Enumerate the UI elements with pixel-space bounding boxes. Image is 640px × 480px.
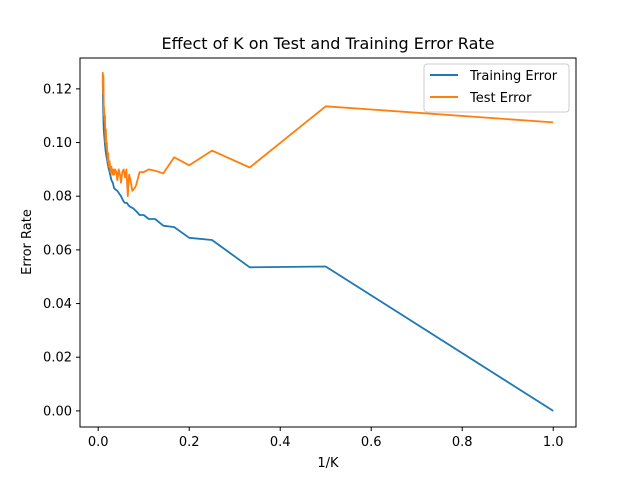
legend-box (423, 63, 570, 113)
y-tick-label: 0.08 (43, 190, 72, 205)
y-axis: 0.00 0.02 0.04 0.06 0.08 0.10 0.12 (43, 82, 80, 419)
x-tick-label: 0.8 (452, 435, 473, 450)
x-tick-label: 1.0 (543, 435, 564, 450)
legend: Training Error Test Error (423, 63, 570, 113)
x-axis: 0.0 0.2 0.4 0.6 0.8 1.0 (88, 427, 564, 450)
y-tick-label: 0.00 (43, 404, 72, 419)
x-tick-label: 0.4 (270, 435, 291, 450)
y-axis-label: Error Rate (20, 209, 35, 275)
legend-label-test-error: Test Error (469, 91, 532, 106)
plot-frame (79, 57, 577, 428)
series-line-test-error (101, 71, 554, 198)
plot-area (101, 71, 554, 412)
x-tick-label: 0.0 (88, 435, 109, 450)
y-tick-label: 0.06 (43, 243, 72, 258)
y-tick-label: 0.10 (43, 136, 72, 151)
legend-label-training-error: Training Error (469, 69, 558, 84)
y-tick-label: 0.04 (43, 297, 72, 312)
y-tick-label: 0.02 (43, 351, 72, 366)
series-line-training-error (101, 75, 554, 412)
chart-title: Effect of K on Test and Training Error R… (161, 34, 494, 53)
x-axis-label: 1/K (317, 456, 339, 471)
x-tick-label: 0.6 (361, 435, 382, 450)
y-tick-label: 0.12 (43, 82, 72, 97)
x-tick-label: 0.2 (179, 435, 200, 450)
